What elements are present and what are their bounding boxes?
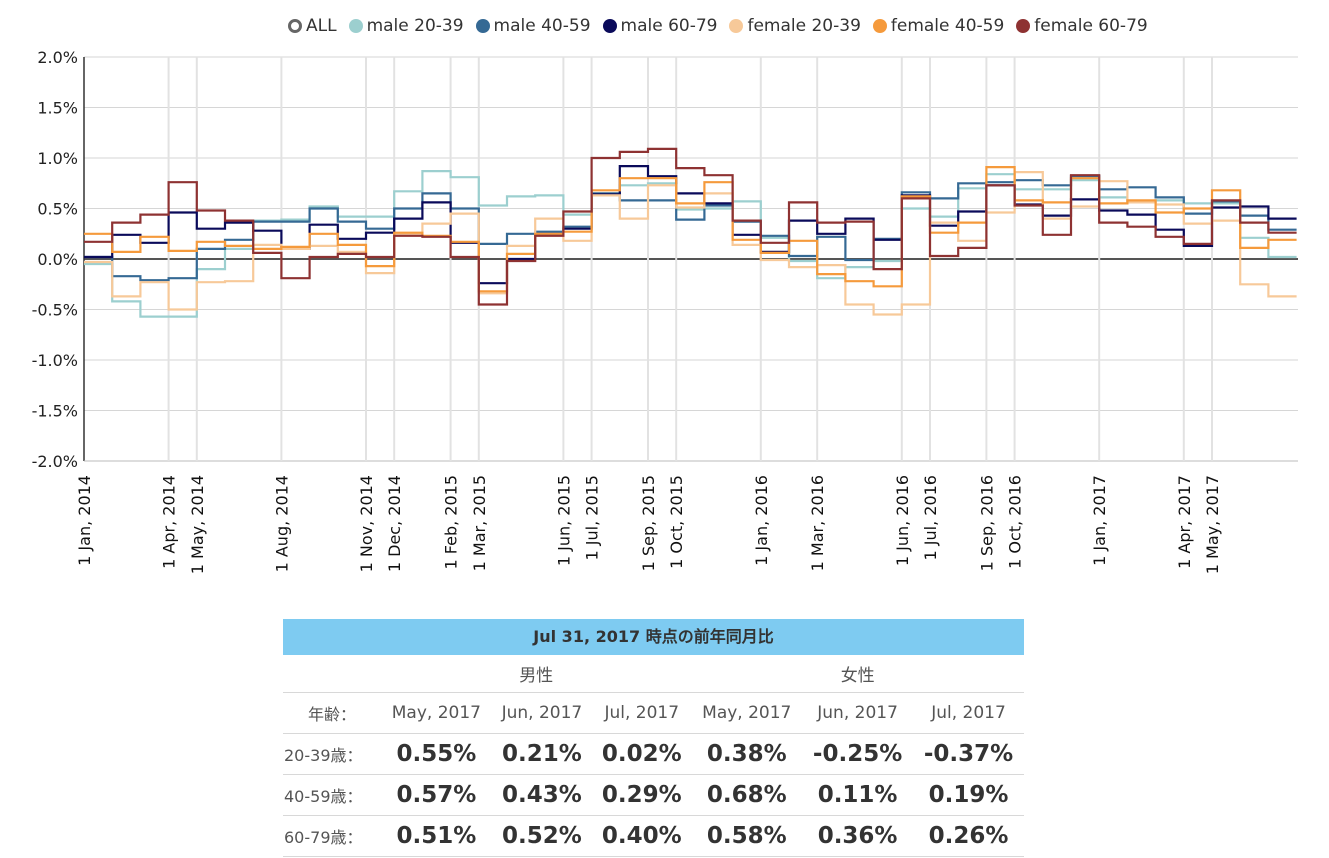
x-tick-label: 1 Dec, 2014 <box>385 475 404 572</box>
series-line-female-20-39 <box>84 171 1297 316</box>
series-line-female-40-59 <box>84 166 1297 293</box>
table-row: 60-79歳： 0.51% 0.52% 0.40% 0.58% 0.36% 0.… <box>283 815 1024 857</box>
age-header: 年齢： <box>283 692 381 734</box>
legend-marker-icon <box>602 19 617 33</box>
legend-marker-icon <box>1016 19 1031 33</box>
legend-label: ALL <box>306 16 337 36</box>
value-cell: 0.38% <box>691 733 803 775</box>
legend-item-female-20-39[interactable]: female 20-39 <box>729 16 861 36</box>
x-tick-label: 1 Sep, 2015 <box>639 475 658 571</box>
yoy-table: Jul 31, 2017 時点の前年同月比 男性 女性 年齢： May, 201… <box>283 619 1024 857</box>
age-label: 60-79歳： <box>283 815 381 857</box>
legend-label: female 60-79 <box>1034 16 1148 36</box>
value-cell: -0.37% <box>913 733 1024 775</box>
female-header: 女性 <box>691 655 1024 693</box>
x-tick-label: 1 May, 2017 <box>1203 475 1222 574</box>
value-cell: 0.21% <box>491 733 593 775</box>
x-tick-label: 1 Jul, 2016 <box>921 475 940 560</box>
x-tick-label: 1 Jan, 2017 <box>1090 475 1109 566</box>
value-cell: 0.43% <box>491 774 593 816</box>
legend-label: male 60-79 <box>620 16 718 36</box>
month-header: Jun, 2017 <box>491 692 593 734</box>
y-tick-label: -1.5% <box>32 402 78 421</box>
legend-item-male-60-79[interactable]: male 60-79 <box>602 16 718 36</box>
month-header: May, 2017 <box>691 692 803 734</box>
y-tick-label: 2.0% <box>37 48 78 67</box>
y-tick-label: 0.5% <box>37 200 78 219</box>
age-label: 40-59歳： <box>283 774 381 816</box>
legend-item-all[interactable]: ALL <box>288 16 337 36</box>
x-tick-label: 1 Oct, 2015 <box>667 475 686 569</box>
y-tick-label: 0.0% <box>37 250 78 269</box>
x-tick-label: 1 Sep, 2016 <box>977 475 996 571</box>
x-tick-label: 1 Aug, 2014 <box>272 475 291 572</box>
y-axis-ticks: 2.0% 1.5% 1.0% 0.5% 0.0% -0.5% -1.0% -1.5% -2.0% <box>32 48 78 471</box>
month-header: Jun, 2017 <box>802 692 914 734</box>
legend-marker-icon <box>288 19 302 33</box>
age-label: 20-39歳： <box>283 733 381 775</box>
value-cell: 0.51% <box>381 815 492 857</box>
series-line-male-60-79 <box>84 165 1297 285</box>
value-cell: 0.55% <box>381 733 492 775</box>
legend-item-male-20-39[interactable]: male 20-39 <box>348 16 464 36</box>
table-row: 20-39歳： 0.55% 0.21% 0.02% 0.38% -0.25% -… <box>283 733 1024 775</box>
line-chart: 2.0% 1.5% 1.0% 0.5% 0.0% -0.5% -1.0% -1.5% -2.0%… <box>32 48 1298 574</box>
value-cell: 0.11% <box>802 774 914 816</box>
x-tick-label: 1 Mar, 2016 <box>808 475 827 571</box>
x-tick-label: 1 Jun, 2016 <box>893 475 912 566</box>
month-header: Jul, 2017 <box>592 692 692 734</box>
legend-label: female 20-39 <box>747 16 861 36</box>
month-header: Jul, 2017 <box>913 692 1024 734</box>
x-tick-label: 1 Nov, 2014 <box>357 475 376 572</box>
grid <box>83 56 1298 462</box>
x-tick-label: 1 Jun, 2015 <box>554 475 573 566</box>
table-title: Jul 31, 2017 時点の前年同月比 <box>283 619 1024 655</box>
table-row: 40-59歳： 0.57% 0.43% 0.29% 0.68% 0.11% 0.… <box>283 774 1024 816</box>
value-cell: 0.29% <box>592 774 692 816</box>
series-line-male-20-39 <box>84 170 1297 318</box>
male-header: 男性 <box>381 655 692 693</box>
value-cell: 0.58% <box>691 815 803 857</box>
legend-label: female 40-59 <box>890 16 1005 36</box>
y-tick-label: -1.0% <box>32 351 78 370</box>
value-cell: 0.57% <box>381 774 492 816</box>
x-tick-label: 1 Jan, 2016 <box>752 475 771 566</box>
value-cell: 0.19% <box>913 774 1024 816</box>
series-lines <box>84 147 1297 318</box>
x-axis-ticks: 1 Jan, 2014 1 Apr, 2014 1 May, 2014 1 Aug, … <box>75 475 1222 574</box>
x-tick-label: 1 Feb, 2015 <box>442 475 461 569</box>
month-header: May, 2017 <box>381 692 492 734</box>
legend-item-female-40-59[interactable]: female 40-59 <box>872 16 1005 36</box>
x-tick-label: 1 Jan, 2014 <box>75 475 94 566</box>
y-tick-label: -2.0% <box>32 452 78 471</box>
x-tick-label: 1 Apr, 2014 <box>160 475 179 569</box>
x-tick-label: 1 Mar, 2015 <box>470 475 489 571</box>
series-line-female-60-79 <box>84 147 1297 306</box>
x-tick-label: 1 May, 2014 <box>188 475 207 574</box>
value-cell: 0.68% <box>691 774 803 816</box>
x-tick-label: 1 Apr, 2017 <box>1175 475 1194 569</box>
legend-label: male 20-39 <box>366 16 464 36</box>
y-tick-label: 1.0% <box>37 149 78 168</box>
legend-marker-icon <box>475 19 490 33</box>
value-cell: 0.40% <box>592 815 692 857</box>
legend-item-male-40-59[interactable]: male 40-59 <box>475 16 591 36</box>
legend-marker-icon <box>348 19 363 33</box>
y-tick-label: -0.5% <box>32 301 78 320</box>
value-cell: 0.02% <box>592 733 692 775</box>
chart-legend: ALL male 20-39 male 40-59 male 60-79 female … <box>288 14 1160 38</box>
series-line-male-40-59 <box>84 175 1297 282</box>
value-cell: 0.36% <box>802 815 914 857</box>
legend-marker-icon <box>872 19 887 33</box>
y-tick-label: 1.5% <box>37 99 78 118</box>
legend-marker-icon <box>729 19 744 33</box>
x-tick-label: 1 Oct, 2016 <box>1006 475 1025 569</box>
legend-label: male 40-59 <box>493 16 591 36</box>
value-cell: 0.26% <box>913 815 1024 857</box>
legend-item-female-60-79[interactable]: female 60-79 <box>1016 16 1148 36</box>
value-cell: -0.25% <box>802 733 914 775</box>
x-tick-label: 1 Jul, 2015 <box>583 475 602 560</box>
value-cell: 0.52% <box>491 815 593 857</box>
